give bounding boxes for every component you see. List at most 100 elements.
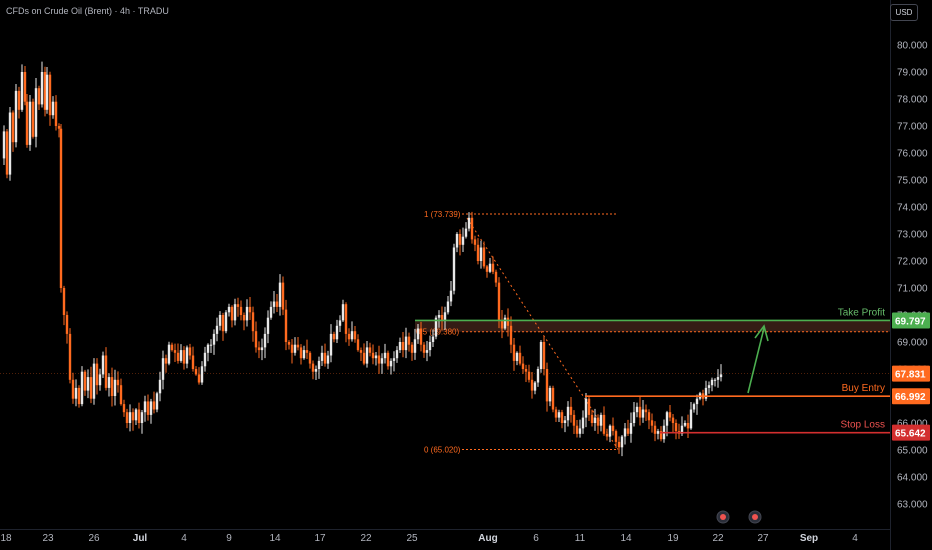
candle-body <box>146 401 150 415</box>
candle-body <box>71 379 75 399</box>
candle <box>485 265 489 278</box>
event-flag-icon[interactable] <box>748 510 762 524</box>
candle-body <box>500 320 504 329</box>
candle-body <box>671 417 675 423</box>
candle-body <box>62 288 66 315</box>
candle <box>101 351 105 378</box>
candle-body <box>563 420 567 423</box>
candle <box>482 241 486 269</box>
y-tick-label: 71.000 <box>897 284 928 295</box>
candle <box>329 324 333 363</box>
currency-button[interactable]: USD <box>890 4 918 21</box>
candle-body <box>275 301 279 307</box>
y-tick-label: 69.000 <box>897 338 928 349</box>
candle-body <box>554 409 558 418</box>
candle <box>341 299 345 323</box>
candle <box>710 377 714 392</box>
candle <box>146 394 150 421</box>
candle-body <box>641 409 645 418</box>
candle-body <box>290 344 294 353</box>
candle <box>647 409 651 430</box>
candle-body <box>23 72 27 102</box>
y-tick-label: 72.000 <box>897 257 928 268</box>
candle-body <box>320 352 324 361</box>
candle <box>236 297 240 317</box>
candle-body <box>680 425 684 434</box>
candle-body <box>407 336 411 345</box>
candle <box>389 358 393 375</box>
candle-body <box>284 309 288 342</box>
candle-body <box>206 344 210 353</box>
candle <box>359 347 363 362</box>
candle-body <box>227 306 231 313</box>
candle-body <box>473 239 477 245</box>
candle <box>503 314 507 330</box>
candle <box>398 337 402 353</box>
candle <box>215 317 219 342</box>
candle-body <box>209 344 213 346</box>
candle-body <box>341 304 345 321</box>
candle-body <box>689 409 693 429</box>
candle <box>218 311 222 331</box>
candle <box>134 408 138 426</box>
candle <box>566 401 570 427</box>
candle-body <box>374 355 378 359</box>
candle <box>674 419 678 440</box>
candle <box>104 347 108 391</box>
candle <box>200 361 204 385</box>
candle-body <box>173 350 177 353</box>
x-tick-label: 22 <box>712 533 724 544</box>
candle-body <box>239 306 243 315</box>
candle-body <box>233 304 237 321</box>
candle-body <box>695 398 699 405</box>
candle <box>77 385 81 408</box>
candle-body <box>674 423 678 432</box>
candle-body <box>350 331 354 340</box>
candle <box>92 358 96 405</box>
candle-body <box>57 126 61 129</box>
candle-body <box>14 90 18 143</box>
candle <box>344 302 348 343</box>
candle-body <box>143 401 147 413</box>
candle-body <box>476 244 480 261</box>
symbol-title: CFDs on Crude Oil (Brent) · 4h · TRADU <box>6 6 169 16</box>
candle-body <box>713 379 717 381</box>
candle <box>71 372 75 404</box>
candle-body <box>380 358 384 364</box>
candle <box>224 310 228 334</box>
event-flag-icon[interactable] <box>716 510 730 524</box>
candle <box>530 372 534 399</box>
candle-body <box>392 358 396 361</box>
candle-body <box>581 417 585 429</box>
candle <box>43 66 47 117</box>
candle <box>257 341 261 359</box>
candle-body <box>383 352 387 359</box>
candle-body <box>551 387 555 410</box>
candle-body <box>65 315 69 334</box>
candle-body <box>89 377 93 399</box>
candle <box>54 95 58 131</box>
candle-body <box>560 412 564 423</box>
y-tick-label: 74.000 <box>897 203 928 214</box>
candle <box>527 364 531 383</box>
candle-body <box>31 101 35 137</box>
candle-body <box>644 409 648 413</box>
candle-body <box>305 350 309 353</box>
candle-body <box>653 425 657 434</box>
candle <box>464 222 468 239</box>
x-tick-label: 23 <box>42 533 54 544</box>
candle <box>266 310 270 344</box>
candle <box>428 335 432 357</box>
x-tick-label: 17 <box>314 533 326 544</box>
candle <box>500 309 504 339</box>
candle-body <box>158 379 162 394</box>
candle <box>323 343 327 367</box>
candle-body <box>527 371 531 380</box>
candle <box>80 366 84 407</box>
candle-body <box>647 412 651 421</box>
candle-body <box>215 325 219 334</box>
candle <box>8 106 12 181</box>
time-axis[interactable]: 18 23 26 Jul 4 9 14 17 22 25 Aug 6 11 14 19 22 27 Sep 4 <box>0 510 890 544</box>
candle-body <box>518 352 522 364</box>
